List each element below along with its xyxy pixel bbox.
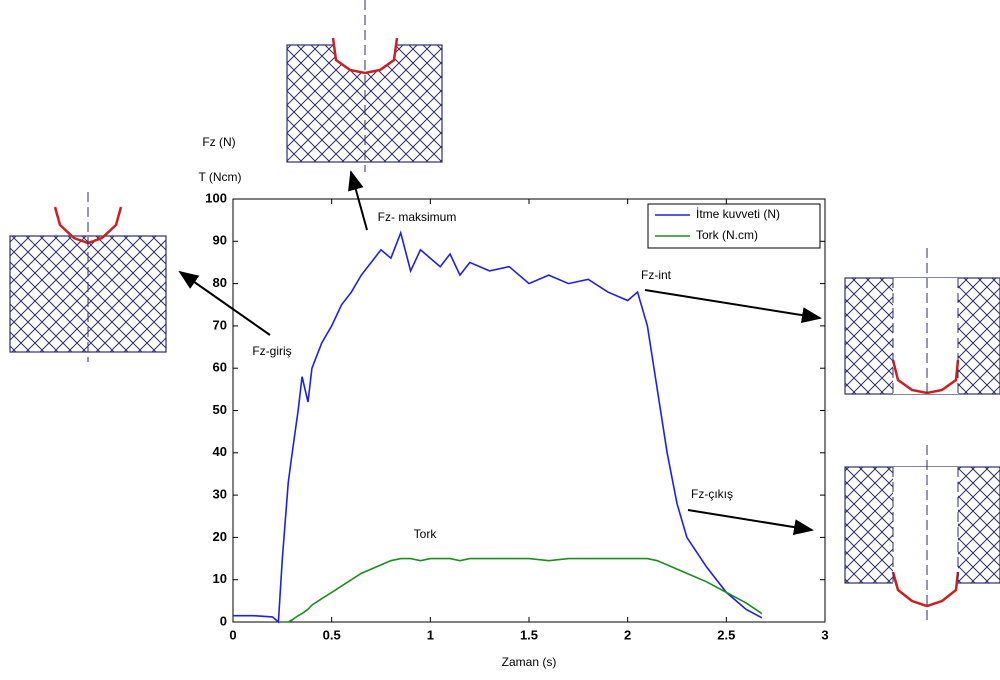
y-tick-label: 0 [220, 613, 227, 628]
y-tick-label: 30 [213, 487, 227, 502]
annotation: Fz-int [641, 268, 672, 282]
y-tick-label: 50 [213, 402, 227, 417]
diagram-max [286, 0, 443, 172]
arrow [687, 509, 814, 536]
annotation: Fz- maksimum [378, 210, 457, 224]
annotation: Tork [414, 527, 438, 541]
legend-box [647, 203, 821, 249]
arrow [178, 270, 271, 336]
x-tick-label: 3 [821, 627, 828, 642]
diagram-int [844, 248, 1000, 395]
arrow [348, 170, 368, 231]
y-tick-label: 60 [213, 360, 227, 375]
annotation: Fz-giriş [252, 344, 291, 358]
x-tick-label: 2.5 [717, 627, 735, 642]
y-axis-label: Fz (N) [202, 135, 235, 149]
y-tick-label: 70 [213, 317, 227, 332]
y-axis-label: T (Ncm) [198, 170, 241, 184]
diagram-exit [844, 445, 1000, 620]
y-tick-label: 10 [213, 571, 227, 586]
diagram-entry [9, 192, 167, 362]
y-tick-label: 20 [213, 529, 227, 544]
y-tick-label: 90 [213, 233, 227, 248]
series-line [233, 230, 763, 624]
x-axis-label: Zaman (s) [502, 655, 557, 669]
y-tick-label: 40 [213, 444, 227, 459]
x-tick-label: 0.5 [323, 627, 341, 642]
y-tick-label: 80 [213, 275, 227, 290]
arrow [644, 289, 822, 324]
plot: 0 10 20 30 40 50 60 70 80 90 100 0 0.5 1 1.5 2 2.5 3 İtme … [205, 190, 828, 642]
x-tick-label: 2 [624, 627, 631, 642]
series-line [282, 557, 763, 623]
x-tick-label: 1 [427, 627, 434, 642]
y-tick-label: 100 [205, 190, 227, 205]
annotation: Fz-çıkış [691, 487, 733, 501]
legend-label: İtme kuvveti (N) [696, 207, 780, 221]
legend-label: Tork (N.cm) [696, 228, 758, 242]
x-tick-label: 0 [229, 627, 236, 642]
x-tick-label: 1.5 [520, 627, 538, 642]
